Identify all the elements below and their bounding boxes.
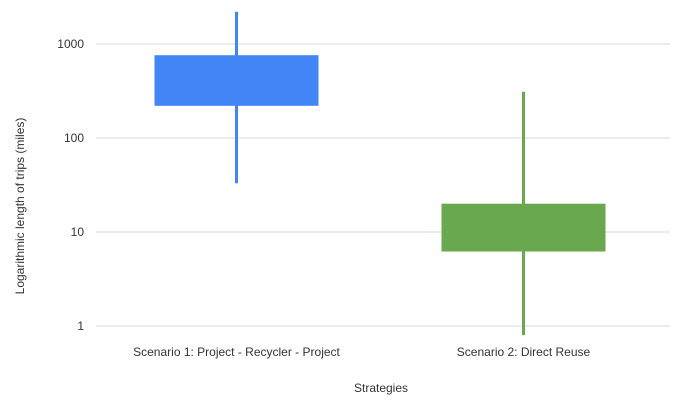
box	[154, 55, 319, 106]
y-tick-labels: 1 10 100 1000	[57, 37, 84, 333]
y-tick-label: 1	[77, 319, 84, 333]
x-category-label: Scenario 2: Direct Reuse	[457, 345, 591, 359]
box	[441, 203, 606, 252]
x-axis-title: Strategies	[354, 381, 408, 395]
x-category-label: Scenario 1: Project - Recycler - Project	[133, 345, 340, 359]
y-tick-label: 1000	[57, 37, 84, 51]
candlestick-1	[154, 11, 319, 184]
candlestick-2	[441, 91, 606, 336]
y-tick-label: 100	[64, 131, 84, 145]
y-tick-label: 10	[71, 225, 85, 239]
x-category-labels: Scenario 1: Project - Recycler - Project…	[133, 345, 590, 359]
y-axis-title: Logarithmic length of trips (miles)	[13, 118, 27, 295]
candlesticks	[154, 11, 606, 336]
